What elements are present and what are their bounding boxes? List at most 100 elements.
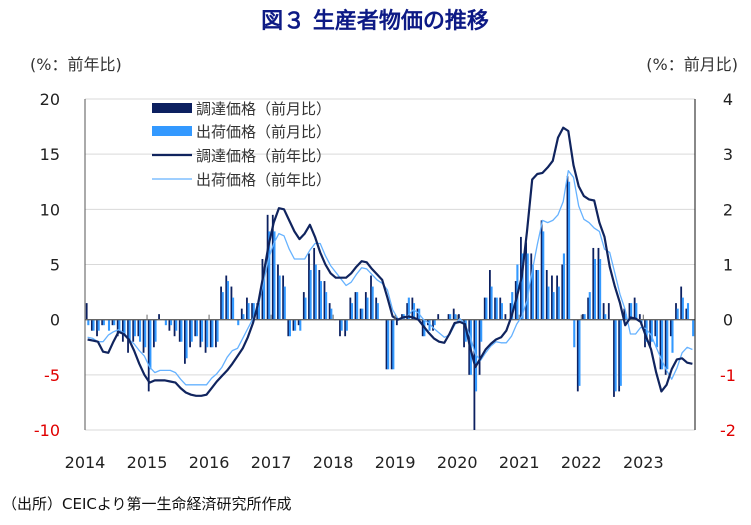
purchase-mom-bar	[416, 308, 419, 320]
legend: 調達価格（前月比） 出荷価格（前月比） 調達価格（前年比） 出荷価格（前年比）	[152, 100, 331, 189]
purchase-mom-bar	[142, 319, 145, 353]
legend-swatch	[152, 126, 192, 136]
purchase-mom-bar	[576, 319, 579, 392]
purchase-mom-bar	[132, 319, 135, 342]
right-tick-label: -2	[720, 421, 736, 440]
purchase-mom-bar	[308, 253, 310, 320]
purchase-mom-bar	[194, 319, 197, 337]
shipment-mom-bar	[340, 319, 343, 331]
purchase-mom-bar	[602, 303, 605, 320]
purchase-mom-bar	[240, 308, 243, 320]
shipment-mom-bar	[299, 319, 302, 331]
purchase-mom-bar	[628, 303, 631, 320]
purchase-mom-bar	[359, 308, 362, 320]
x-tick-label: 2016	[189, 453, 230, 472]
shipment-mom-bar	[242, 314, 245, 320]
shipment-mom-bar	[257, 303, 260, 320]
purchase-mom-bar	[297, 319, 300, 326]
shipment-mom-bar	[686, 303, 690, 320]
x-tick-label: 2015	[127, 453, 168, 472]
purchase-mom-bar	[173, 319, 176, 337]
shipment-mom-bar	[232, 297, 235, 320]
purchase-mom-bar	[545, 270, 548, 320]
shipment-mom-bar	[655, 319, 659, 348]
shipment-mom-bar	[490, 286, 493, 320]
shipment-mom-bar	[526, 253, 529, 320]
purchase-mom-bar	[504, 314, 507, 320]
shipment-mom-bar	[449, 314, 452, 320]
purchase-mom-bar	[339, 319, 341, 337]
purchase-mom-bar	[473, 319, 476, 430]
purchase-mom-bar	[90, 319, 93, 331]
purchase-mom-bar	[127, 319, 129, 353]
x-tick-label: 2021	[499, 453, 540, 472]
purchase-mom-bar	[607, 303, 610, 320]
legend-label: 調達価格（前月比）	[196, 100, 331, 118]
legend-label: 調達価格（前年比）	[196, 147, 331, 165]
shipment-mom-bar	[325, 292, 328, 320]
purchase-mom-bar	[230, 286, 233, 320]
purchase-mom-bar	[292, 319, 295, 331]
shipment-mom-bar	[433, 319, 436, 326]
right-tick-label: 3	[723, 145, 733, 164]
shipment-mom-bar	[356, 292, 359, 320]
shipment-mom-bar	[288, 319, 291, 337]
purchase-mom-bar	[251, 303, 254, 320]
shipment-mom-bar	[102, 319, 105, 326]
shipment-mom-bar	[480, 319, 483, 342]
purchase-mom-bar	[266, 214, 269, 320]
shipment-mom-bar	[371, 286, 374, 320]
purchase-mom-bar	[587, 297, 590, 320]
shipment-mom-bar	[676, 308, 679, 320]
purchase-mom-bar	[277, 264, 279, 320]
purchase-mom-bar	[592, 247, 595, 320]
purchase-mom-bar	[85, 303, 88, 320]
purchase-mom-bar	[535, 270, 538, 320]
shipment-mom-bar	[314, 264, 317, 320]
purchase-mom-bar	[199, 319, 202, 348]
purchase-mom-bar	[318, 270, 321, 320]
purchase-mom-bar	[390, 319, 393, 370]
purchase-mom-bar	[147, 319, 150, 392]
purchase-mom-bar	[354, 292, 357, 320]
shipment-mom-bar	[345, 319, 348, 331]
purchase-mom-bar	[478, 319, 481, 375]
purchase-mom-bar	[664, 319, 667, 375]
right-tick-label: -1	[720, 366, 736, 385]
shipment-mom-bar	[412, 303, 416, 320]
shipment-mom-bar	[557, 286, 560, 320]
x-tick-label: 2020	[437, 453, 478, 472]
shipment-mom-bar	[206, 319, 209, 348]
purchase-mom-bar	[633, 297, 636, 320]
purchase-mom-bar	[525, 242, 527, 320]
shipment-mom-bar	[392, 319, 395, 370]
purchase-mom-bar	[313, 247, 316, 320]
shipment-mom-bar	[133, 319, 136, 337]
purchase-mom-bar	[215, 319, 217, 348]
purchase-mom-bar	[659, 319, 662, 370]
purchase-mom-bar	[121, 319, 124, 342]
shipment-mom-bar	[149, 319, 152, 370]
shipment-mom-bar	[190, 319, 193, 342]
left-tick-label: 0	[50, 311, 60, 330]
purchase-mom-bar	[225, 275, 228, 320]
shipment-mom-bar	[547, 286, 550, 320]
shipment-mom-bar	[278, 275, 281, 320]
purchase-mom-bar	[204, 319, 207, 353]
shipment-mom-bar	[144, 319, 147, 348]
purchase-mom-bar	[613, 319, 615, 397]
shipment-mom-bar	[252, 303, 255, 320]
purchase-mom-bar	[395, 319, 398, 326]
purchase-mom-bar	[432, 319, 434, 331]
shipment-mom-bar	[366, 297, 369, 320]
purchase-mom-bar	[184, 319, 186, 364]
purchase-mom-bar	[282, 275, 285, 320]
x-tick-label: 2017	[251, 453, 292, 472]
shipment-mom-bar	[185, 319, 188, 359]
right-tick-label: 4	[723, 90, 733, 109]
shipment-mom-bar	[330, 308, 333, 320]
purchase-mom-bar	[364, 292, 367, 320]
purchase-mom-bar	[654, 319, 657, 337]
purchase-mom-bar	[302, 292, 305, 320]
